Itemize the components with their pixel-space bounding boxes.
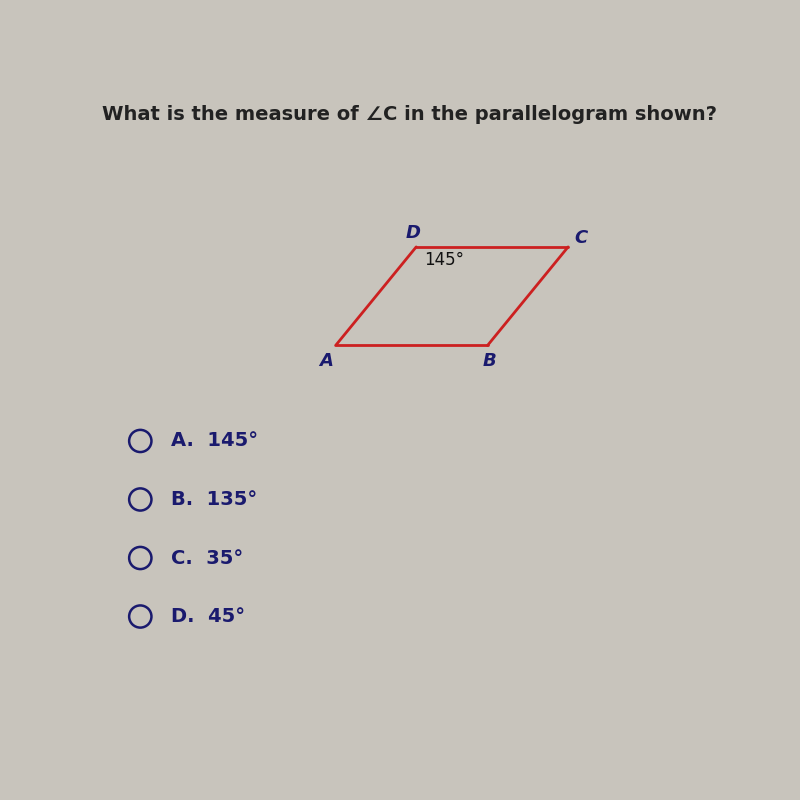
Text: B.  135°: B. 135° xyxy=(171,490,258,509)
Text: D: D xyxy=(406,224,421,242)
Text: What is the measure of ∠C in the parallelogram shown?: What is the measure of ∠C in the paralle… xyxy=(102,106,718,124)
Text: 145°: 145° xyxy=(424,251,464,270)
Text: A.  145°: A. 145° xyxy=(171,431,258,450)
Text: A: A xyxy=(319,352,334,370)
Text: B: B xyxy=(482,352,496,370)
Text: D.  45°: D. 45° xyxy=(171,607,246,626)
Text: C.  35°: C. 35° xyxy=(171,549,243,567)
Text: C: C xyxy=(574,229,587,246)
